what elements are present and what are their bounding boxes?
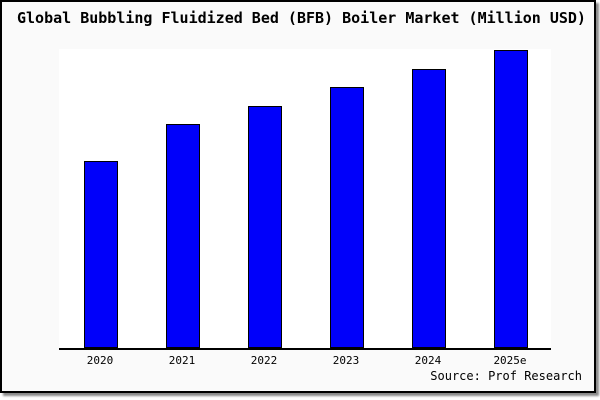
x-axis-line xyxy=(59,348,551,350)
x-tick-label-2023: 2023 xyxy=(332,354,360,367)
bar-2024 xyxy=(412,69,446,348)
x-tick-label-2020: 2020 xyxy=(86,354,114,367)
source-credit: Source: Prof Research xyxy=(430,369,582,383)
x-tick-label-2024: 2024 xyxy=(414,354,442,367)
x-tick-label-2022: 2022 xyxy=(250,354,278,367)
bar-2022 xyxy=(248,106,282,348)
x-tick-label-2025e: 2025e xyxy=(493,354,527,367)
bar-2021 xyxy=(166,124,200,348)
x-tick-label-2021: 2021 xyxy=(168,354,196,367)
x-axis-labels: 2020 2021 2022 2023 2024 2025e xyxy=(59,354,551,367)
chart-frame: Global Bubbling Fluidized Bed (BFB) Boil… xyxy=(0,0,596,393)
bar-2025e xyxy=(494,50,528,348)
chart-title: Global Bubbling Fluidized Bed (BFB) Boil… xyxy=(17,9,586,27)
plot-area xyxy=(59,49,551,348)
bar-2020 xyxy=(84,161,118,348)
bar-2023 xyxy=(330,87,364,348)
